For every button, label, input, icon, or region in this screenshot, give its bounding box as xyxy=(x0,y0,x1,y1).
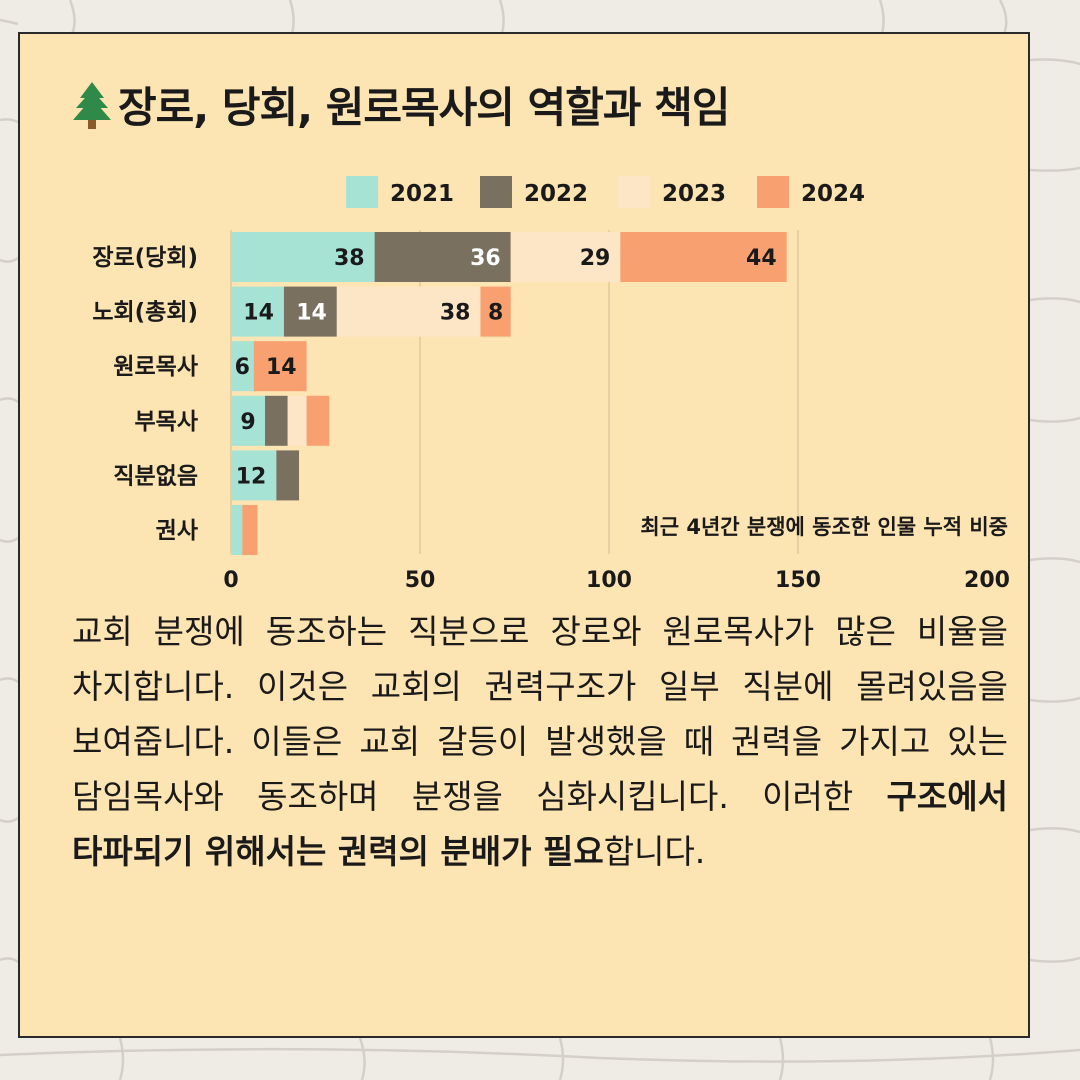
legend-label: 2024 xyxy=(801,181,865,207)
category-label: 직분없음 xyxy=(113,463,198,489)
chart-data-labels: 38 36 29 44 14 14 38 8 6 14 9 12 xyxy=(235,246,777,489)
x-tick-label: 150 xyxy=(775,568,821,593)
category-label: 장로(당회) xyxy=(92,245,198,271)
data-label: 38 xyxy=(334,246,365,271)
bar-2021-5 xyxy=(231,505,243,555)
category-label: 노회(총회) xyxy=(92,300,198,326)
data-label: 6 xyxy=(235,355,250,380)
data-label: 29 xyxy=(580,246,611,271)
x-tick-label: 100 xyxy=(586,568,632,593)
data-label: 14 xyxy=(243,301,274,326)
bar-2021-1 xyxy=(231,286,284,337)
legend-label: 2022 xyxy=(524,181,588,207)
data-label: 38 xyxy=(440,301,471,326)
body-paragraph: 교회 분쟁에 동조하는 직분으로 장로와 원로목사가 많은 비율을 차지합니다.… xyxy=(72,604,1008,879)
bar-2024-3 xyxy=(306,395,330,446)
data-label: 8 xyxy=(488,301,503,326)
bar-2024-5 xyxy=(242,505,258,555)
legend-swatch xyxy=(346,176,378,208)
evergreen-tree-icon xyxy=(73,81,111,129)
bar-2024-2 xyxy=(253,341,307,392)
bar-2023-1 xyxy=(336,286,481,337)
chart-bars xyxy=(231,232,787,555)
data-label: 14 xyxy=(266,355,297,380)
body-text-emphasis: 구조에서 타파되기 위해서는 권력의 분배가 필요 xyxy=(72,777,1008,871)
chart-legend: 2021 2022 2023 2024 xyxy=(346,176,865,208)
bar-2024-0 xyxy=(620,232,787,282)
data-label: 12 xyxy=(236,464,267,489)
chart-annotation: 최근 4년간 분쟁에 동조한 인물 누적 비중 xyxy=(640,515,1008,539)
category-label: 원로목사 xyxy=(113,354,198,380)
bar-2023-0 xyxy=(510,232,621,282)
legend-item-2023: 2023 xyxy=(618,176,726,208)
bar-2021-2 xyxy=(231,341,254,392)
category-label: 권사 xyxy=(156,518,198,544)
data-label: 44 xyxy=(746,246,777,271)
content-card: 장로, 당회, 원로목사의 역할과 책임 38 36 29 44 14 14 38 8 6 14 9… xyxy=(18,32,1030,1038)
chart-x-axis-ticks: 0 50 100 150 200 xyxy=(223,568,1010,593)
data-label: 14 xyxy=(296,301,327,326)
bar-2024-1 xyxy=(480,286,511,337)
legend-item-2024: 2024 xyxy=(757,176,865,208)
bar-2021-3 xyxy=(231,395,266,446)
bar-2022-1 xyxy=(283,286,337,337)
x-tick-label: 0 xyxy=(223,568,238,593)
legend-label: 2023 xyxy=(662,181,726,207)
category-label: 부목사 xyxy=(135,409,198,435)
bar-2022-4 xyxy=(276,450,300,501)
stacked-bar-chart: 38 36 29 44 14 14 38 8 6 14 9 12 장로(당회) 노회(총회) 원로목사부목… xyxy=(92,176,1010,593)
bar-2023-3 xyxy=(287,395,307,446)
data-label: 9 xyxy=(240,410,255,435)
page-title: 장로, 당회, 원로목사의 역할과 책임 xyxy=(70,74,730,135)
body-text-segment: 교회 분쟁에 동조하는 직분으로 장로와 원로목사가 많은 비율을 차지합니다.… xyxy=(72,612,1008,816)
body-text-segment: 합니다. xyxy=(603,832,706,871)
bar-2021-0 xyxy=(231,232,375,282)
page-title-text: 장로, 당회, 원로목사의 역할과 책임 xyxy=(118,83,730,132)
legend-label: 2021 xyxy=(390,181,454,207)
x-tick-label: 200 xyxy=(964,568,1010,593)
legend-swatch xyxy=(480,176,512,208)
legend-item-2021: 2021 xyxy=(346,176,454,208)
bar-2022-3 xyxy=(265,395,288,446)
legend-swatch xyxy=(757,176,789,208)
legend-swatch xyxy=(618,176,650,208)
data-label: 36 xyxy=(470,246,501,271)
bar-2021-4 xyxy=(231,450,277,501)
x-tick-label: 50 xyxy=(405,568,436,593)
legend-item-2022: 2022 xyxy=(480,176,588,208)
bar-2022-0 xyxy=(374,232,511,282)
